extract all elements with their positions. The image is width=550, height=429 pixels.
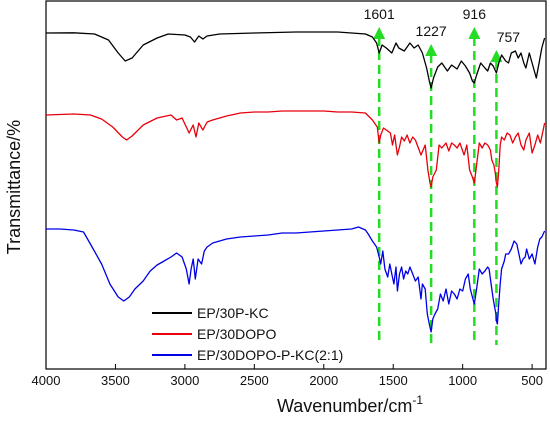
- series-line-3: [46, 226, 546, 333]
- annotation-arrow: [425, 44, 438, 56]
- x-tick-label: 3500: [101, 373, 130, 388]
- legend: EP/30P-KC EP/30DOPO EP/30DOPO-P-KC(2:1): [152, 305, 343, 363]
- series-line-1: [45, 31, 546, 89]
- annotation-label: 1227: [416, 23, 447, 39]
- x-tick-label: 2500: [240, 373, 269, 388]
- series-line-2: [45, 110, 546, 188]
- x-axis-title-main: Wavenumber/cm: [277, 396, 412, 416]
- x-axis-title: Wavenumber/cm-1: [277, 393, 423, 416]
- x-tick-label: 3000: [170, 373, 199, 388]
- plot-frame: [45, 0, 547, 370]
- series-lines: [45, 31, 546, 333]
- peak-annotations: 1601 1227 916 757: [364, 6, 521, 345]
- x-tick-label: 4000: [32, 373, 61, 388]
- y-axis-title: Transmittance/%: [4, 120, 24, 254]
- annotation-label: 757: [497, 29, 521, 45]
- legend-label: EP/30DOPO: [197, 326, 276, 342]
- x-tick-label: 1000: [448, 373, 477, 388]
- annotation-arrow: [373, 27, 386, 39]
- x-tick-label: 500: [521, 373, 543, 388]
- legend-label: EP/30P-KC: [197, 305, 269, 321]
- annotation-arrow: [490, 50, 503, 62]
- x-tick-label: 1500: [379, 373, 408, 388]
- annotation-arrow: [468, 27, 481, 39]
- legend-label: EP/30DOPO-P-KC(2:1): [197, 347, 343, 363]
- x-tick-label: 2000: [309, 373, 338, 388]
- x-axis-ticks: 4000 3500 3000 2500 2000 1500 1000 500: [32, 364, 543, 388]
- annotation-label: 1601: [364, 6, 395, 22]
- annotation-label: 916: [463, 6, 487, 22]
- x-axis-title-superscript: -1: [412, 393, 423, 407]
